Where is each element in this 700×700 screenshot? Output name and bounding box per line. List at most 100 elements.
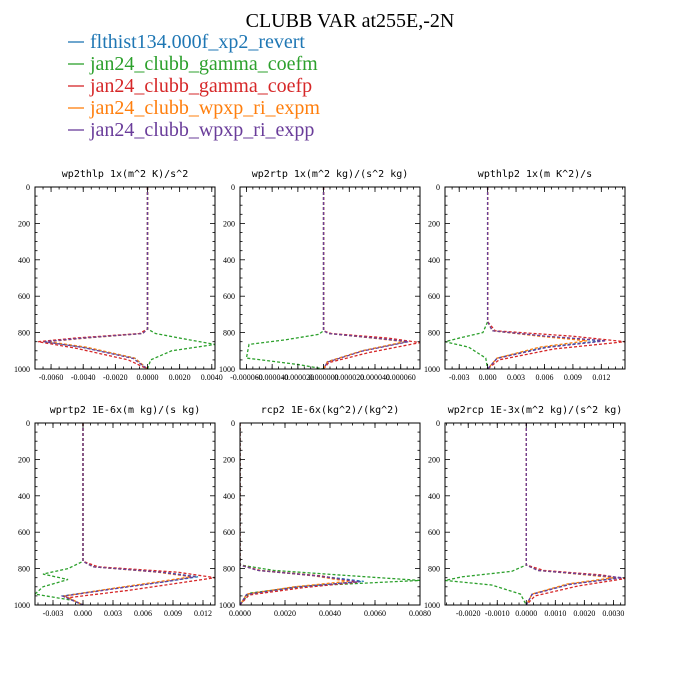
x-tick-label: 0.0040 bbox=[201, 373, 223, 382]
y-tick-label: 400 bbox=[428, 492, 440, 501]
panel-title: wprtp2 1E-6x(m kg)/(s kg) bbox=[50, 405, 201, 416]
x-tick-label: 0.0030 bbox=[602, 609, 624, 618]
x-tick-label: 0.006 bbox=[535, 373, 553, 382]
x-tick-label: -0.0010 bbox=[485, 609, 510, 618]
x-tick-label: 0.0020 bbox=[274, 609, 296, 618]
y-tick-label: 600 bbox=[223, 528, 235, 537]
x-tick-label: 0.003 bbox=[104, 609, 122, 618]
y-tick-label: 400 bbox=[18, 256, 30, 265]
x-tick-label: 0.012 bbox=[592, 373, 610, 382]
series-line bbox=[47, 187, 149, 369]
series-line bbox=[240, 423, 364, 605]
plot-frame bbox=[239, 422, 421, 606]
x-tick-label: -0.0020 bbox=[103, 373, 128, 382]
legend-entry: jan24_clubb_wpxp_ri_expm bbox=[68, 97, 320, 119]
y-tick-label: 800 bbox=[223, 565, 235, 574]
x-tick-label: -0.000020 bbox=[282, 373, 315, 382]
y-tick-label: 600 bbox=[18, 292, 30, 301]
series-line bbox=[240, 423, 358, 605]
y-tick-label: 600 bbox=[223, 292, 235, 301]
series-group bbox=[240, 423, 420, 605]
series-line bbox=[322, 187, 409, 369]
x-tick-label: 0.0010 bbox=[544, 609, 566, 618]
panel: rcp2 1E-6x(kg^2)/(kg^2) 0 200 400 600 800 1000… bbox=[219, 405, 431, 618]
panel-title: wp2rcp 1E-3x(m^2 kg)/(s^2 kg) bbox=[448, 405, 623, 416]
legend-label: jan24_clubb_gamma_coefm bbox=[89, 53, 318, 75]
y-tick-label: 0 bbox=[436, 419, 440, 428]
series-line bbox=[240, 423, 420, 605]
figure-title: CLUBB VAR at255E,-2N bbox=[246, 10, 455, 32]
legend-entry: jan24_clubb_gamma_coefp bbox=[68, 75, 312, 97]
y-tick-label: 400 bbox=[18, 492, 30, 501]
series-line bbox=[240, 423, 360, 605]
y-tick-label: 800 bbox=[223, 329, 235, 338]
series-line bbox=[322, 187, 405, 369]
series-group bbox=[445, 423, 625, 605]
x-tick-label: -0.0040 bbox=[71, 373, 96, 382]
series-line bbox=[445, 423, 527, 605]
x-tick-label: 0.0000 bbox=[229, 609, 251, 618]
panel-title: wp2rtp 1x(m^2 kg)/(s^2 kg) bbox=[252, 169, 409, 180]
series-line bbox=[525, 423, 614, 605]
y-tick-label: 400 bbox=[223, 256, 235, 265]
plot-frame bbox=[444, 422, 626, 606]
series-line bbox=[486, 187, 602, 369]
series-line bbox=[486, 187, 588, 369]
legend-label: jan24_clubb_wpxp_ri_expp bbox=[89, 119, 314, 141]
legend-entry: jan24_clubb_gamma_coefm bbox=[68, 53, 318, 75]
series-line bbox=[322, 187, 408, 369]
y-tick-label: 1000 bbox=[219, 365, 235, 374]
x-tick-label: 0.009 bbox=[164, 609, 182, 618]
x-tick-label: 0.0020 bbox=[573, 609, 595, 618]
x-tick-label: -0.0020 bbox=[456, 609, 481, 618]
x-tick-label: 0.006 bbox=[134, 609, 152, 618]
y-tick-label: 1000 bbox=[14, 601, 30, 610]
x-tick-label: 0.000040 bbox=[360, 373, 390, 382]
series-line bbox=[146, 187, 215, 369]
legend-label: flthist134.000f_xp2_revert bbox=[90, 31, 305, 53]
x-tick-label: 0.000060 bbox=[386, 373, 416, 382]
panel-title: rcp2 1E-6x(kg^2)/(kg^2) bbox=[261, 405, 399, 416]
panel: wp2rcp 1E-3x(m^2 kg)/(s^2 kg) 0 200 400 600 8… bbox=[424, 405, 626, 618]
series-group bbox=[445, 187, 625, 369]
x-tick-label: -0.003 bbox=[43, 609, 64, 618]
y-tick-label: 200 bbox=[18, 219, 30, 228]
x-tick-label: 0.0080 bbox=[409, 609, 431, 618]
x-tick-label: 0.0020 bbox=[169, 373, 191, 382]
series-line bbox=[35, 423, 84, 605]
series-line bbox=[486, 187, 607, 369]
y-tick-label: 0 bbox=[231, 183, 235, 192]
panels: wp2thlp 1x(m^2 K)/s^2 0 200 400 600 800 1000 -0… bbox=[14, 169, 626, 618]
series-line bbox=[486, 187, 625, 369]
x-tick-label: 0.0060 bbox=[364, 609, 386, 618]
panel: wp2rtp 1x(m^2 kg)/(s^2 kg) 0 200 400 600 800 1… bbox=[219, 169, 421, 382]
x-tick-label: 0.0000 bbox=[515, 609, 537, 618]
y-tick-label: 400 bbox=[223, 492, 235, 501]
y-tick-label: 200 bbox=[223, 455, 235, 464]
panel: wp2thlp 1x(m^2 K)/s^2 0 200 400 600 800 1000 -0… bbox=[14, 169, 223, 382]
panel-title: wp2thlp 1x(m^2 K)/s^2 bbox=[62, 169, 188, 180]
panel: wprtp2 1E-6x(m kg)/(s kg) 0 200 400 600 800 10… bbox=[14, 405, 216, 618]
legend-label: jan24_clubb_gamma_coefp bbox=[89, 75, 312, 97]
series-line bbox=[42, 187, 149, 369]
legend: flthist134.000f_xp2_revertjan24_clubb_ga… bbox=[68, 31, 320, 141]
series-group bbox=[38, 187, 215, 369]
y-tick-label: 0 bbox=[231, 419, 235, 428]
x-tick-label: -0.003 bbox=[449, 373, 470, 382]
plot-frame bbox=[34, 186, 216, 370]
series-line bbox=[445, 187, 489, 369]
y-tick-label: 600 bbox=[428, 292, 440, 301]
x-tick-label: 0.000000 bbox=[309, 373, 339, 382]
y-tick-label: 1000 bbox=[14, 365, 30, 374]
x-tick-label: 0.012 bbox=[194, 609, 212, 618]
y-tick-label: 800 bbox=[428, 329, 440, 338]
series-line bbox=[245, 187, 325, 369]
x-tick-label: 0.000 bbox=[479, 373, 497, 382]
x-tick-label: 0.000020 bbox=[334, 373, 364, 382]
legend-label: jan24_clubb_wpxp_ri_expm bbox=[89, 97, 320, 119]
x-tick-label: 0.0000 bbox=[137, 373, 159, 382]
y-tick-label: 200 bbox=[18, 455, 30, 464]
x-tick-label: -0.000040 bbox=[256, 373, 289, 382]
series-group bbox=[35, 423, 215, 605]
legend-entry: jan24_clubb_wpxp_ri_expp bbox=[68, 119, 314, 141]
